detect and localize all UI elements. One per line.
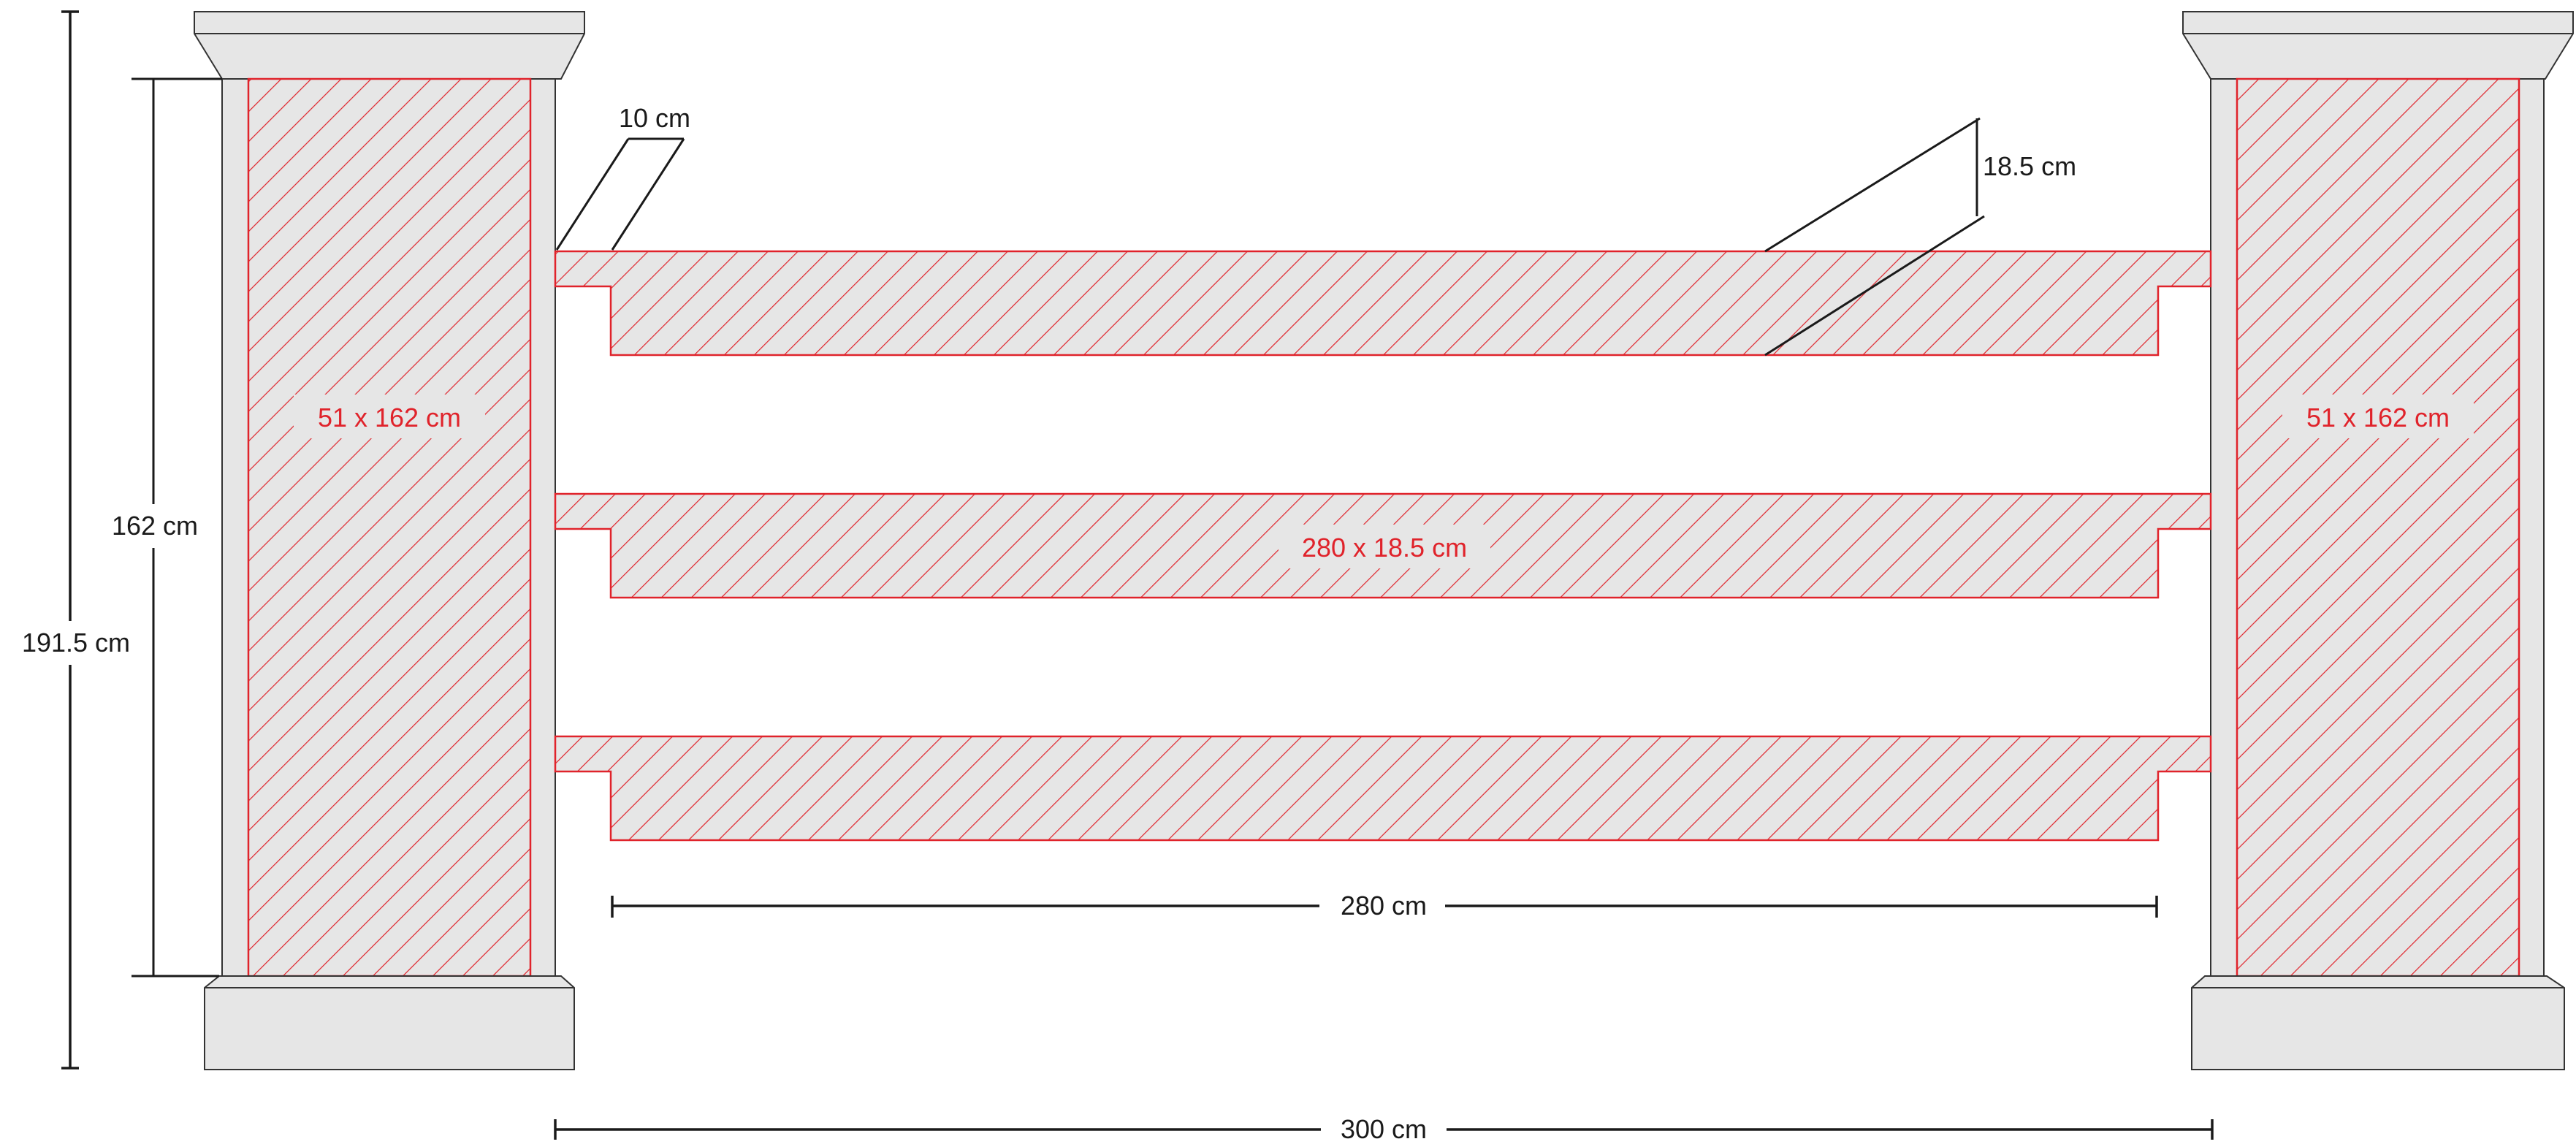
board-middle-label: 280 x 18.5 cm <box>1302 533 1467 563</box>
pillar-height-dimension <box>132 77 222 978</box>
board-bottom <box>554 735 2212 842</box>
right-pillar-cap <box>2182 11 2574 80</box>
span-label: 300 cm <box>1341 1114 1427 1144</box>
left-pillar-base <box>204 975 575 1070</box>
pillar-right-label-bg <box>2282 395 2474 438</box>
board-height-dimension <box>1764 117 1985 357</box>
right-pillar <box>2182 11 2574 1070</box>
board-label-bg <box>1279 525 1490 568</box>
total-height-dimension <box>61 10 79 1070</box>
left-pillar-core <box>247 77 532 978</box>
right-pillar-core <box>2236 77 2520 978</box>
left-pillar <box>194 11 585 1070</box>
board-height-label: 18.5 cm <box>1983 151 2076 181</box>
pillar-left-label: 51 x 162 cm <box>318 403 461 432</box>
total-height-label: 191.5 cm <box>22 628 130 658</box>
pillar-right-label: 51 x 162 cm <box>2306 403 2450 432</box>
span-dimension <box>554 1119 2214 1140</box>
right-pillar-base <box>2191 975 2565 1070</box>
left-pillar-cap <box>194 11 585 80</box>
groove-depth-label: 10 cm <box>619 103 690 133</box>
pillar-height-label: 162 cm <box>112 511 198 541</box>
groove-depth-dimension <box>555 137 685 251</box>
board-top <box>554 250 2212 357</box>
board-length-label: 280 cm <box>1341 891 1427 921</box>
pillar-left-label-bg <box>294 395 485 438</box>
board-length-dimension <box>611 896 2158 918</box>
